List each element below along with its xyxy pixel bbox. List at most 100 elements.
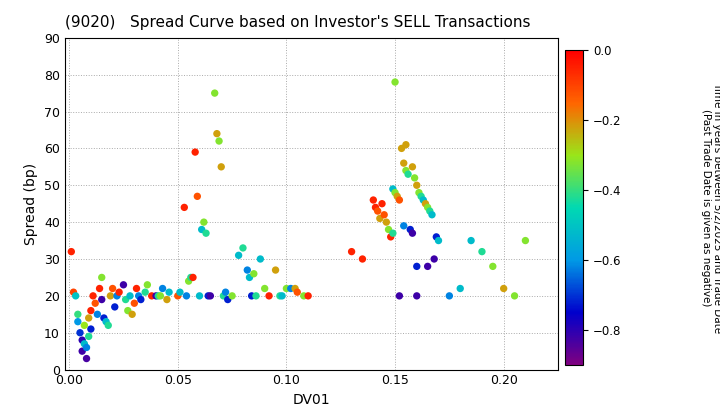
Point xyxy=(411,182,423,189)
Point xyxy=(135,296,147,303)
Point xyxy=(298,292,310,299)
Point xyxy=(91,311,103,318)
Point xyxy=(183,278,194,284)
Point xyxy=(189,149,201,155)
Point xyxy=(142,281,153,288)
Point xyxy=(107,285,118,292)
Point xyxy=(426,211,438,218)
Point xyxy=(407,230,418,236)
Point xyxy=(422,204,433,211)
Point xyxy=(400,167,412,174)
Point xyxy=(157,285,168,292)
Point xyxy=(111,292,122,299)
Point xyxy=(202,292,214,299)
Point xyxy=(398,160,410,166)
Point xyxy=(72,311,84,318)
Point xyxy=(174,289,186,296)
Point xyxy=(281,285,292,292)
Point xyxy=(185,274,197,281)
Point xyxy=(192,193,203,199)
Point xyxy=(424,208,436,215)
Point xyxy=(200,230,212,236)
Point xyxy=(383,226,395,233)
Point xyxy=(96,296,107,303)
Point xyxy=(433,237,444,244)
Point xyxy=(98,315,109,321)
Point xyxy=(113,289,125,296)
Point xyxy=(270,267,282,273)
Point xyxy=(498,285,510,292)
Point xyxy=(131,285,143,292)
Point xyxy=(520,237,531,244)
X-axis label: DV01: DV01 xyxy=(292,393,330,407)
Point xyxy=(129,300,140,307)
Point xyxy=(444,292,455,299)
Point xyxy=(368,197,379,203)
Point xyxy=(289,285,301,292)
Point xyxy=(398,223,410,229)
Point xyxy=(264,292,275,299)
Point xyxy=(241,267,253,273)
Point xyxy=(220,289,231,296)
Point xyxy=(251,292,262,299)
Point xyxy=(87,292,99,299)
Point xyxy=(400,142,412,148)
Point xyxy=(381,219,392,226)
Point xyxy=(385,234,397,240)
Point xyxy=(109,304,120,310)
Point xyxy=(172,292,184,299)
Point xyxy=(476,248,487,255)
Point xyxy=(213,138,225,144)
Point xyxy=(85,307,96,314)
Point xyxy=(246,292,258,299)
Point xyxy=(392,193,403,199)
Point xyxy=(117,281,129,288)
Point xyxy=(411,263,423,270)
Point xyxy=(209,90,220,97)
Point xyxy=(415,193,427,199)
Point xyxy=(68,289,79,296)
Point xyxy=(370,204,382,211)
Point xyxy=(274,292,286,299)
Point xyxy=(276,292,288,299)
Point xyxy=(422,263,433,270)
Point xyxy=(78,341,90,347)
Point xyxy=(194,292,205,299)
Point xyxy=(153,292,164,299)
Point xyxy=(465,237,477,244)
Text: (9020)   Spread Curve based on Investor's SELL Transactions: (9020) Spread Curve based on Investor's … xyxy=(65,15,531,30)
Point xyxy=(83,315,94,321)
Point xyxy=(198,219,210,226)
Point xyxy=(409,175,420,181)
Point xyxy=(104,292,116,299)
Point xyxy=(72,318,84,325)
Point xyxy=(155,292,166,299)
Point xyxy=(431,234,442,240)
Point xyxy=(377,200,388,207)
Point xyxy=(411,292,423,299)
Point xyxy=(74,329,86,336)
Point xyxy=(187,274,199,281)
Point xyxy=(133,292,145,299)
Point xyxy=(215,163,227,170)
Point xyxy=(379,211,390,218)
Point xyxy=(85,326,96,332)
Point xyxy=(102,322,114,329)
Point xyxy=(292,289,303,296)
Point xyxy=(428,256,440,262)
Point xyxy=(83,333,94,340)
Point xyxy=(413,189,425,196)
Point xyxy=(487,263,498,270)
Point xyxy=(255,256,266,262)
Point xyxy=(402,171,414,178)
Point xyxy=(243,274,255,281)
Point xyxy=(89,300,101,307)
Point xyxy=(76,348,88,354)
Point xyxy=(390,189,401,196)
Point xyxy=(302,292,314,299)
Point xyxy=(390,79,401,85)
Point xyxy=(285,285,297,292)
Point xyxy=(122,307,134,314)
Point xyxy=(217,292,229,299)
Point xyxy=(66,248,77,255)
